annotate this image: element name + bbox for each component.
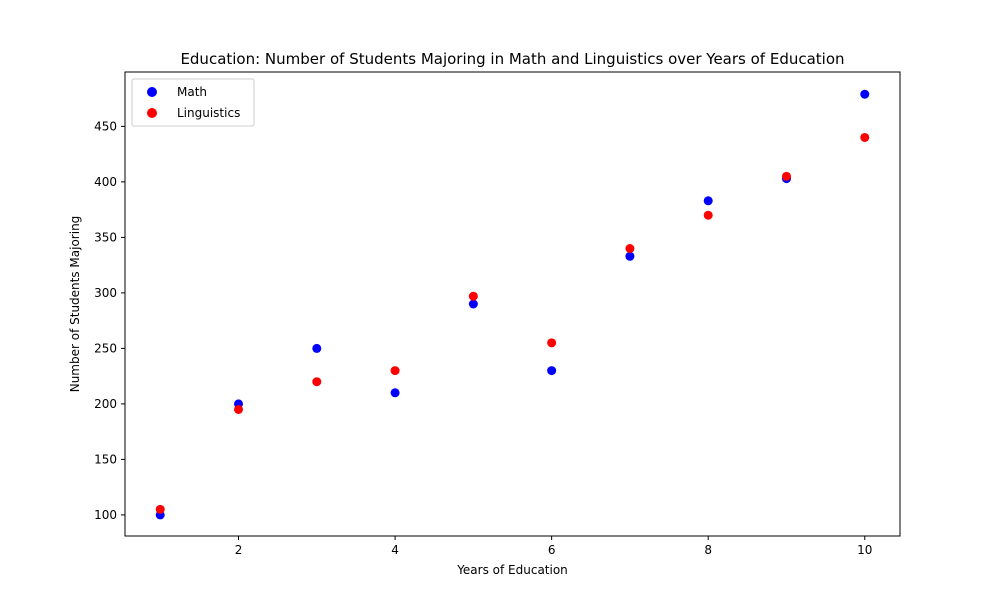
y-tick-label: 300 [94, 286, 117, 300]
plot-frame [124, 71, 901, 537]
data-point-math [468, 299, 478, 309]
data-point-linguistics [155, 504, 165, 514]
y-axis-label: Number of Students Majoring [68, 216, 82, 393]
data-point-linguistics [234, 404, 244, 414]
x-tick-label: 8 [704, 543, 712, 557]
y-tick-label: 400 [94, 175, 117, 189]
y-tick-label: 450 [94, 119, 117, 133]
data-point-math [390, 388, 400, 398]
legend-label-math: Math [177, 85, 207, 99]
y-axis-ticks: 100 150 200 250 300 350 400 450 [94, 119, 125, 522]
data-point-math [860, 89, 870, 99]
legend-box [131, 78, 255, 127]
legend-label-linguistics: Linguistics [177, 106, 240, 120]
legend-marker-math [147, 87, 157, 97]
x-axis-label: Years of Education [456, 563, 568, 577]
data-point-linguistics [703, 210, 713, 220]
data-point-linguistics [468, 291, 478, 301]
y-tick-label: 250 [94, 341, 117, 355]
data-point-linguistics [547, 338, 557, 348]
data-point-linguistics [860, 132, 870, 142]
y-tick-label: 150 [94, 452, 117, 466]
data-point-math [547, 366, 557, 376]
y-tick-label: 100 [94, 508, 117, 522]
legend: Math Linguistics [131, 78, 255, 127]
chart-title: Education: Number of Students Majoring i… [180, 50, 844, 68]
legend-marker-linguistics [147, 108, 157, 118]
x-tick-label: 10 [857, 543, 872, 557]
data-points [155, 89, 870, 520]
x-tick-label: 6 [548, 543, 556, 557]
x-tick-label: 2 [235, 543, 243, 557]
data-point-math [625, 251, 635, 261]
y-tick-label: 200 [94, 397, 117, 411]
data-point-linguistics [781, 171, 791, 181]
y-tick-label: 350 [94, 230, 117, 244]
data-point-math [703, 196, 713, 206]
x-axis-ticks: 2 4 6 8 10 [235, 536, 872, 557]
data-point-linguistics [390, 366, 400, 376]
data-point-linguistics [625, 243, 635, 253]
x-tick-label: 4 [391, 543, 399, 557]
data-point-linguistics [312, 377, 322, 387]
data-point-math [312, 343, 322, 353]
